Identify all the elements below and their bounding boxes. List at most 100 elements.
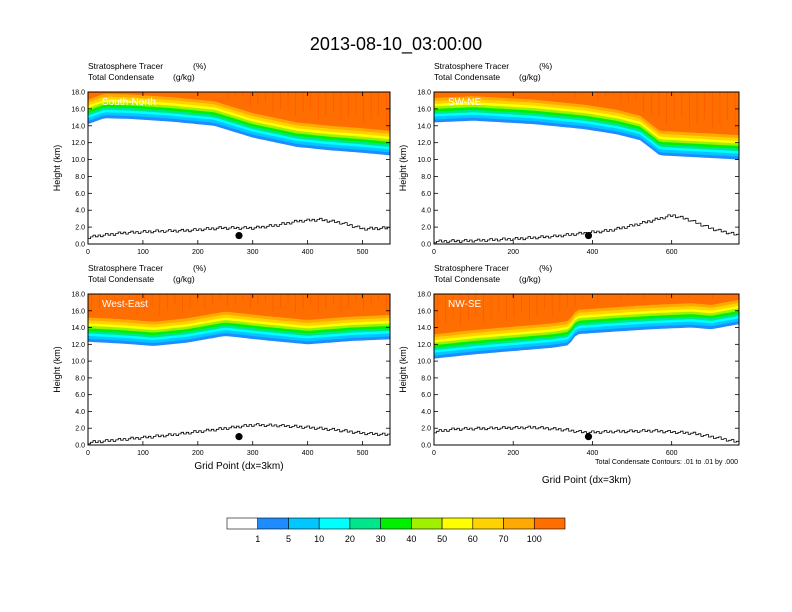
y-tick-label: 12.0 bbox=[71, 140, 85, 147]
colorbar-box bbox=[380, 517, 412, 530]
y-tick-label: 4.0 bbox=[75, 409, 85, 416]
panel-name: South-North bbox=[102, 97, 156, 108]
x-tick-label: 200 bbox=[507, 450, 519, 457]
x-tick-label: 200 bbox=[192, 450, 204, 457]
colorbar-box bbox=[288, 517, 320, 530]
location-marker bbox=[584, 231, 593, 240]
x-tick-label: 400 bbox=[302, 450, 314, 457]
panel-south-north: 0.0 2.0 4.0 6.0 8.0 10.0 12.0 14.0 16.0 18.0 0 100 2… bbox=[52, 61, 391, 256]
tracer-level-100 bbox=[88, 294, 390, 322]
subtitle-tracer: Stratosphere Tracer bbox=[434, 61, 509, 71]
x-tick-label: 200 bbox=[507, 249, 519, 256]
colorbar-label: 10 bbox=[314, 534, 324, 544]
y-tick-label: 2.0 bbox=[421, 225, 431, 232]
panel-west-east: 0.0 2.0 4.0 6.0 8.0 10.0 12.0 14.0 16.0 18.0 0 100 2… bbox=[52, 263, 391, 472]
y-tick-label: 4.0 bbox=[421, 409, 431, 416]
y-tick-label: 4.0 bbox=[75, 208, 85, 215]
colorbar-box bbox=[411, 517, 443, 530]
colorbar-box bbox=[349, 517, 381, 530]
subtitle-condensate: Total Condensate bbox=[434, 274, 500, 284]
y-tick-label: 12.0 bbox=[71, 342, 85, 349]
colorbar-box bbox=[533, 517, 566, 530]
plot-frame bbox=[433, 91, 740, 245]
figure-title: 2013-08-10_03:00:00 bbox=[310, 34, 482, 55]
x-tick-label: 100 bbox=[137, 249, 149, 256]
subtitle-tracer-unit: (%) bbox=[539, 263, 552, 273]
y-tick-label: 18.0 bbox=[417, 90, 431, 97]
subtitle-condensate-unit: (g/kg) bbox=[173, 72, 195, 82]
y-tick-label: 0.0 bbox=[75, 242, 85, 249]
x-tick-label: 0 bbox=[86, 450, 90, 457]
y-tick-label: 14.0 bbox=[71, 325, 85, 332]
plot-frame bbox=[433, 293, 740, 446]
location-marker bbox=[235, 231, 243, 240]
x-axis-label: Grid Point (dx=3km) bbox=[194, 461, 283, 472]
x-tick-label: 0 bbox=[432, 249, 436, 256]
y-tick-label: 16.0 bbox=[71, 106, 85, 113]
colorbar-label: 100 bbox=[527, 534, 542, 544]
y-tick-label: 2.0 bbox=[75, 426, 85, 433]
y-tick-label: 18.0 bbox=[71, 90, 85, 97]
colorbar-label: 60 bbox=[468, 534, 478, 544]
plot-frame bbox=[87, 293, 391, 446]
y-tick-label: 12.0 bbox=[417, 342, 431, 349]
subtitle-tracer: Stratosphere Tracer bbox=[88, 61, 163, 71]
colorbar-label: 5 bbox=[286, 534, 291, 544]
y-tick-label: 10.0 bbox=[71, 359, 85, 366]
subtitle-tracer: Stratosphere Tracer bbox=[434, 263, 509, 273]
x-tick-label: 600 bbox=[666, 450, 678, 457]
y-axis-label: Height (km) bbox=[398, 346, 408, 393]
colorbar-box bbox=[472, 517, 504, 530]
x-tick-label: 600 bbox=[666, 249, 678, 256]
colorbar-box bbox=[318, 517, 351, 530]
y-tick-label: 14.0 bbox=[417, 123, 431, 130]
panel-nw-se: 0.0 2.0 4.0 6.0 8.0 10.0 12.0 14.0 16.0 18.0 0 200 4… bbox=[398, 263, 740, 486]
y-tick-label: 0.0 bbox=[421, 242, 431, 249]
plot-area bbox=[434, 294, 739, 445]
colorbar-label: 20 bbox=[345, 534, 355, 544]
colorbar-label: 50 bbox=[437, 534, 447, 544]
colorbar: 1 5 10 20 30 40 50 60 70 100 bbox=[226, 517, 566, 544]
y-tick-label: 16.0 bbox=[417, 308, 431, 315]
x-axis-label: Grid Point (dx=3km) bbox=[542, 475, 631, 486]
subtitle-condensate-unit: (g/kg) bbox=[519, 72, 541, 82]
y-tick-label: 8.0 bbox=[75, 375, 85, 382]
y-tick-label: 6.0 bbox=[75, 392, 85, 399]
y-tick-label: 0.0 bbox=[421, 443, 431, 450]
y-tick-label: 10.0 bbox=[417, 157, 431, 164]
y-axis-label: Height (km) bbox=[398, 145, 408, 192]
colorbar-label: 1 bbox=[255, 534, 260, 544]
y-tick-label: 10.0 bbox=[417, 359, 431, 366]
colorbar-box bbox=[226, 517, 259, 530]
panel-sw-ne: 0.0 2.0 4.0 6.0 8.0 10.0 12.0 14.0 16.0 18.0 0 200 4… bbox=[398, 61, 740, 256]
plot-area bbox=[88, 294, 390, 445]
terrain-line bbox=[88, 423, 390, 445]
y-tick-label: 16.0 bbox=[71, 308, 85, 315]
colorbar-label: 40 bbox=[406, 534, 416, 544]
y-tick-label: 6.0 bbox=[75, 191, 85, 198]
panels: 0.0 2.0 4.0 6.0 8.0 10.0 12.0 14.0 16.0 18.0 0 100 2… bbox=[52, 61, 740, 486]
y-tick-label: 8.0 bbox=[75, 174, 85, 181]
x-tick-label: 200 bbox=[192, 249, 204, 256]
plot-area bbox=[434, 92, 739, 244]
y-axis-label: Height (km) bbox=[52, 145, 62, 192]
subtitle-condensate-unit: (g/kg) bbox=[519, 274, 541, 284]
x-tick-label: 400 bbox=[587, 450, 599, 457]
y-tick-label: 0.0 bbox=[75, 443, 85, 450]
y-tick-label: 8.0 bbox=[421, 174, 431, 181]
y-tick-label: 6.0 bbox=[421, 191, 431, 198]
x-tick-label: 400 bbox=[302, 249, 314, 256]
colorbar-box bbox=[257, 517, 289, 530]
location-marker bbox=[235, 433, 243, 441]
subtitle-tracer-unit: (%) bbox=[193, 61, 206, 71]
x-tick-label: 500 bbox=[357, 450, 369, 457]
subtitle-condensate: Total Condensate bbox=[434, 72, 500, 82]
panel-name: NW-SE bbox=[448, 299, 481, 310]
x-tick-label: 500 bbox=[357, 249, 369, 256]
y-tick-label: 14.0 bbox=[71, 123, 85, 130]
tracer-level-100 bbox=[434, 294, 739, 335]
y-tick-label: 18.0 bbox=[71, 292, 85, 299]
subtitle-tracer: Stratosphere Tracer bbox=[88, 263, 163, 273]
x-tick-label: 0 bbox=[432, 450, 436, 457]
